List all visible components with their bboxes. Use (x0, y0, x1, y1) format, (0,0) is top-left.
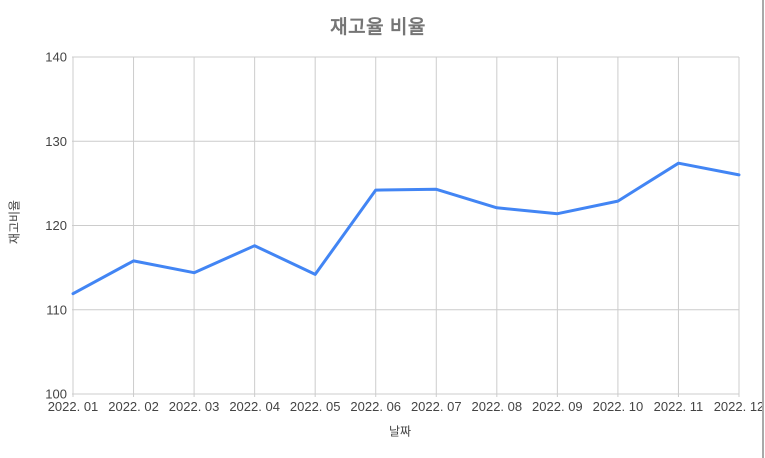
x-tick-label: 2022. 10 (593, 399, 644, 414)
x-tick-label: 2022. 11 (654, 399, 704, 414)
x-axis-title: 날짜 (388, 424, 412, 439)
x-tick-label: 2022. 12 (714, 399, 765, 414)
y-tick-label: 120 (45, 218, 67, 233)
y-tick-label: 140 (45, 50, 67, 65)
x-tick-label: 2022. 02 (108, 399, 159, 414)
x-tick-label: 2022. 05 (290, 399, 341, 414)
x-tick-label: 2022. 06 (350, 399, 401, 414)
x-tick-label: 2022. 07 (411, 399, 462, 414)
data-series-line[interactable] (71, 161, 741, 296)
y-tick-label: 110 (46, 302, 67, 317)
y-tick-label: 100 (45, 387, 67, 402)
x-tick-label: 2022. 03 (169, 399, 220, 414)
pane-divider[interactable] (762, 0, 764, 458)
x-tick-label: 2022. 08 (472, 399, 523, 414)
x-tick-label: 2022. 09 (532, 399, 583, 414)
y-tick-label: 130 (45, 134, 67, 149)
x-tick-label: 2022. 04 (229, 399, 280, 414)
x-tick-label: 2022. 01 (48, 399, 99, 414)
chart-title: 재고율 비율 (330, 17, 426, 38)
